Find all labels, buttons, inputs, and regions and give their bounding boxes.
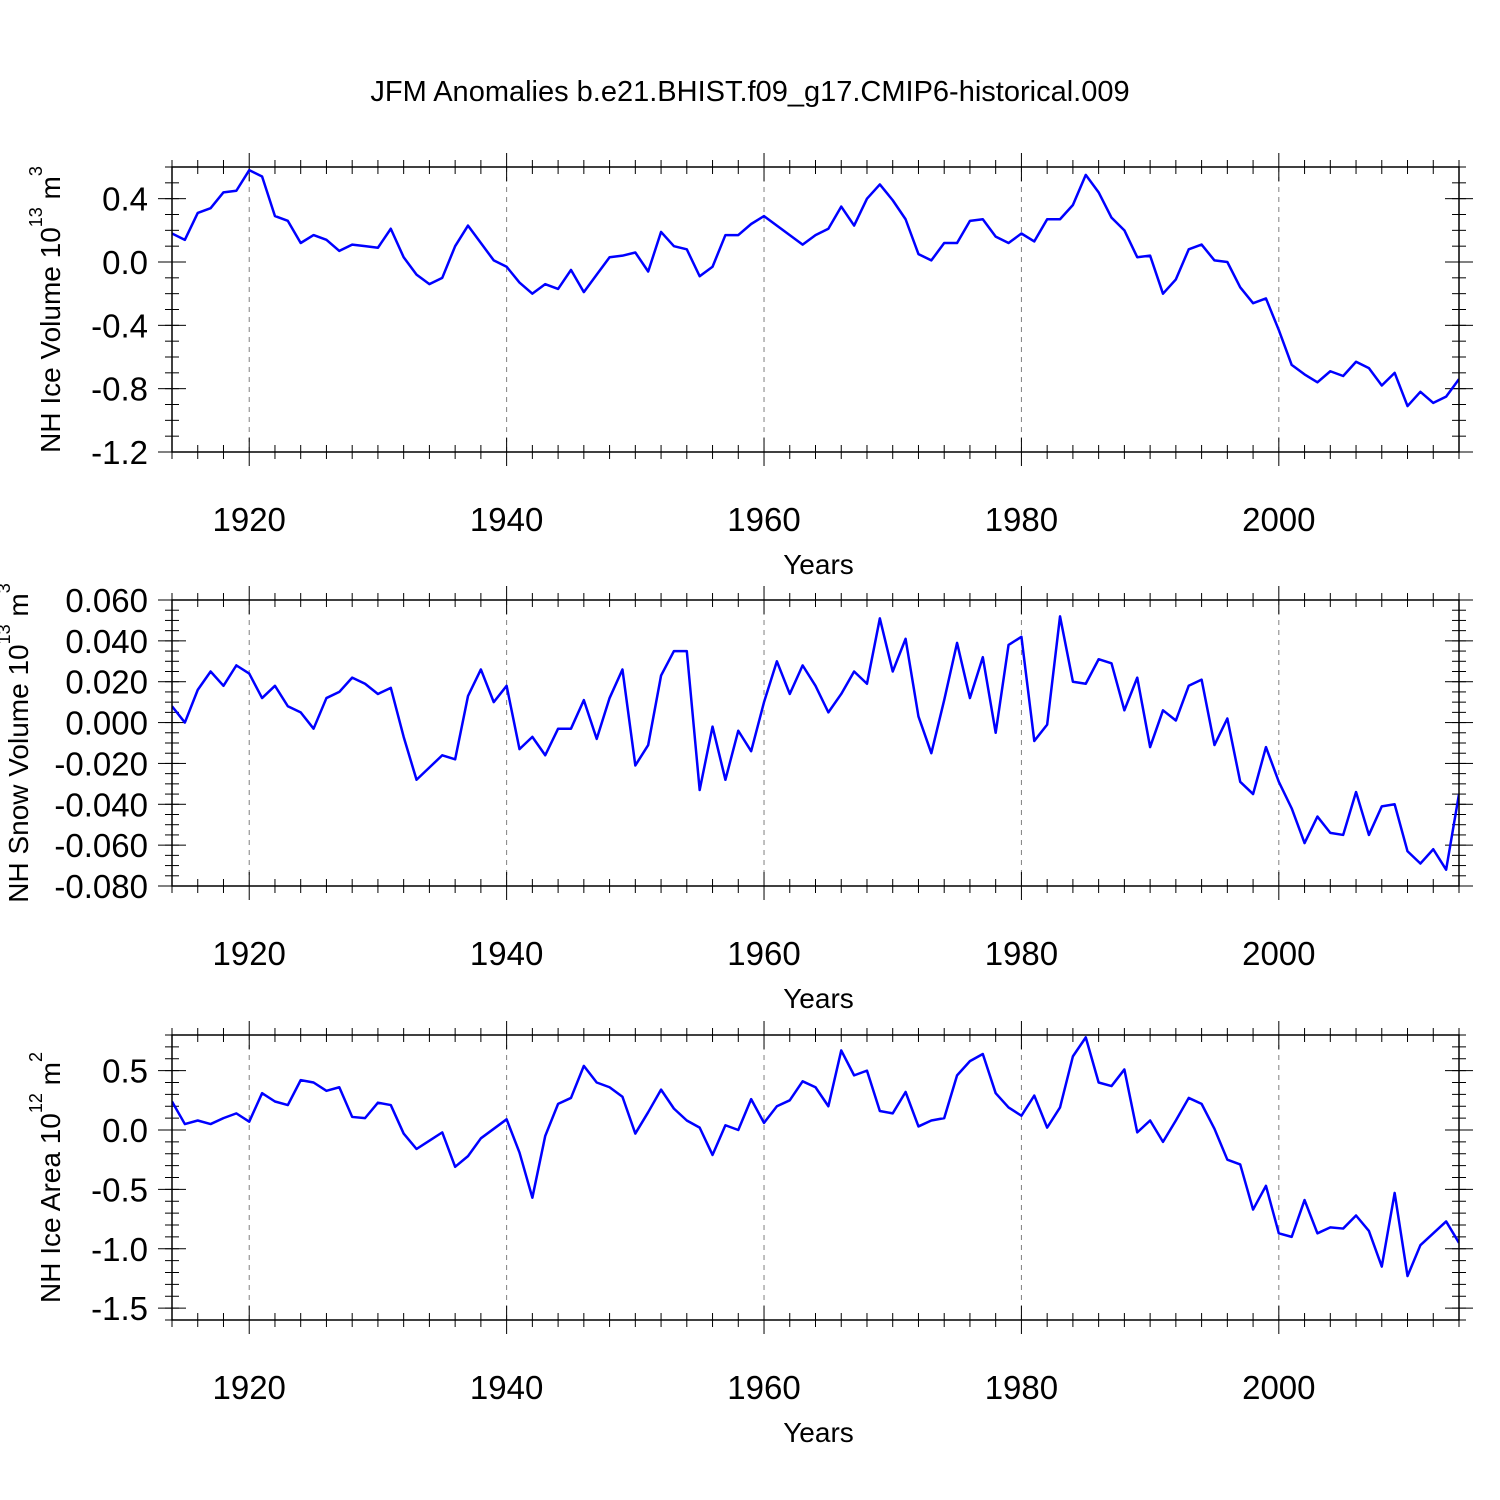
y-tick-label: -0.020 bbox=[54, 745, 148, 782]
x-axis-label: Years bbox=[783, 549, 854, 580]
y-axis-label: NH Ice Volume 1013 m3 bbox=[26, 166, 66, 453]
plot-frame bbox=[171, 166, 1460, 453]
x-tick-label: 2000 bbox=[1242, 501, 1315, 538]
plot-frame bbox=[171, 1034, 1460, 1321]
y-tick-label: 0.5 bbox=[102, 1053, 148, 1090]
series-line bbox=[172, 168, 1459, 408]
y-axis-label-text: NH Ice Volume 10 bbox=[35, 227, 66, 453]
x-tick-label: 1940 bbox=[470, 935, 543, 972]
y-tick-label: 0.020 bbox=[65, 664, 148, 701]
y-axis-label-superscript: 13 bbox=[26, 207, 46, 227]
y-axis-label-text: NH Snow Volume 10 bbox=[3, 644, 34, 902]
x-tick-label: 1960 bbox=[727, 501, 800, 538]
y-axis-label-superscript: 13 bbox=[0, 624, 14, 644]
y-tick-label: 0.0 bbox=[102, 1112, 148, 1149]
series-line bbox=[172, 615, 1459, 871]
y-tick-label: -1.5 bbox=[91, 1290, 148, 1327]
y-axis-label-superscript: 12 bbox=[26, 1093, 46, 1113]
y-axis-label-text: m bbox=[35, 1062, 66, 1093]
y-tick-label: 0.4 bbox=[102, 181, 148, 218]
x-tick-label: 2000 bbox=[1242, 1369, 1315, 1406]
y-tick-label: -0.5 bbox=[91, 1171, 148, 1208]
y-axis-label: NH Ice Area 1012 m2 bbox=[26, 1052, 66, 1303]
x-tick-label: 1980 bbox=[985, 935, 1058, 972]
y-tick-label: -0.040 bbox=[54, 786, 148, 823]
x-axis-label: Years bbox=[783, 1417, 854, 1448]
x-tick-label: 1940 bbox=[470, 1369, 543, 1406]
y-tick-label: -0.4 bbox=[91, 307, 148, 344]
plot-frame bbox=[171, 599, 1460, 887]
x-tick-label: 1980 bbox=[985, 1369, 1058, 1406]
panel-1: 1920 1940 1960 1980 2000 -1.2 -0.8 -0.4 0.0 0.4 Ye… bbox=[26, 153, 1473, 580]
x-axis-label: Years bbox=[783, 983, 854, 1014]
x-tick-label: 1920 bbox=[213, 1369, 286, 1406]
x-tick-label: 1920 bbox=[213, 935, 286, 972]
y-tick-label: 0.000 bbox=[65, 705, 148, 742]
x-tick-label: 2000 bbox=[1242, 935, 1315, 972]
panel-2: 1920 1940 1960 1980 2000 -0.080 -0.060 -0.040 -0… bbox=[0, 582, 1473, 1014]
y-tick-label: -0.060 bbox=[54, 827, 148, 864]
y-tick-label: -0.8 bbox=[91, 371, 148, 408]
y-axis-label-superscript: 3 bbox=[0, 583, 14, 593]
y-tick-label: 0.060 bbox=[65, 582, 148, 619]
y-tick-label: -0.080 bbox=[54, 868, 148, 905]
y-axis-label: NH Snow Volume 1013 m3 bbox=[0, 583, 34, 903]
y-axis-label-text: NH Ice Area 10 bbox=[35, 1113, 66, 1303]
y-tick-label: 0.0 bbox=[102, 244, 148, 281]
y-axis-label-text: m bbox=[35, 176, 66, 207]
y-tick-label: -1.2 bbox=[91, 434, 148, 471]
x-tick-label: 1960 bbox=[727, 935, 800, 972]
x-tick-label: 1920 bbox=[213, 501, 286, 538]
y-tick-label: 0.040 bbox=[65, 623, 148, 660]
panel-3: 1920 1940 1960 1980 2000 -1.5 -1.0 -0.5 0.0 0.5 Ye… bbox=[26, 1021, 1473, 1448]
x-tick-label: 1940 bbox=[470, 501, 543, 538]
page-title: JFM Anomalies b.e21.BHIST.f09_g17.CMIP6-… bbox=[370, 76, 1130, 108]
y-axis-label-superscript: 2 bbox=[26, 1052, 46, 1062]
x-tick-label: 1960 bbox=[727, 1369, 800, 1406]
series-line bbox=[172, 1036, 1459, 1278]
y-tick-label: -1.0 bbox=[91, 1231, 148, 1268]
y-axis-label-text: m bbox=[3, 593, 34, 624]
y-axis-label-superscript: 3 bbox=[26, 166, 46, 176]
x-tick-label: 1980 bbox=[985, 501, 1058, 538]
